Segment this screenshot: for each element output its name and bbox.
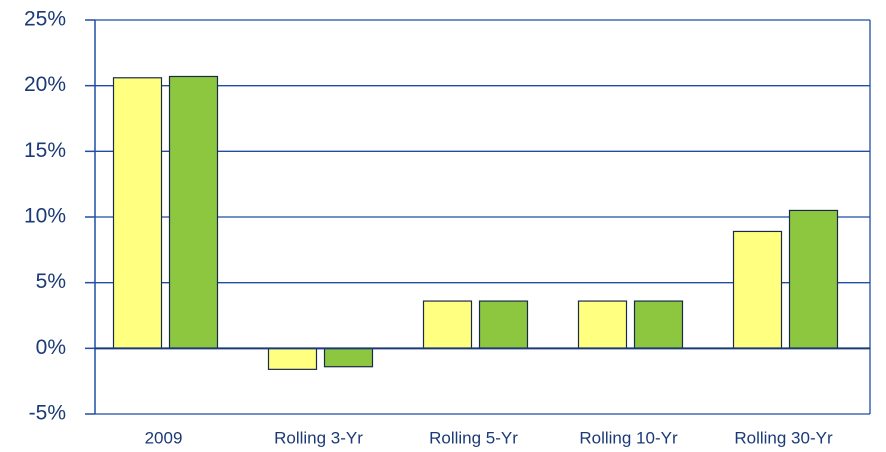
x-tick-label: 2009 [145, 428, 183, 447]
y-tick-label: 5% [36, 270, 66, 293]
bar [168, 75, 219, 349]
x-tick-label: Rolling 30-Yr [734, 428, 833, 447]
y-tick-label: 20% [24, 73, 66, 96]
x-tick-label: Rolling 3-Yr [274, 428, 363, 447]
bar [323, 347, 374, 368]
bar [478, 300, 529, 349]
y-tick-label: 15% [24, 139, 66, 162]
y-tick-label: 0% [36, 336, 66, 359]
bar [112, 77, 163, 349]
y-tick-label: -5% [29, 402, 66, 425]
x-tick-label: Rolling 5-Yr [429, 428, 518, 447]
bar [732, 230, 783, 349]
bar [788, 209, 839, 349]
x-tick-label: Rolling 10-Yr [579, 428, 678, 447]
bar [267, 347, 318, 370]
bar [577, 300, 628, 349]
y-tick-label: 10% [24, 205, 66, 228]
y-tick-label: 25% [24, 8, 66, 31]
bar [422, 300, 473, 349]
bar [633, 300, 684, 349]
